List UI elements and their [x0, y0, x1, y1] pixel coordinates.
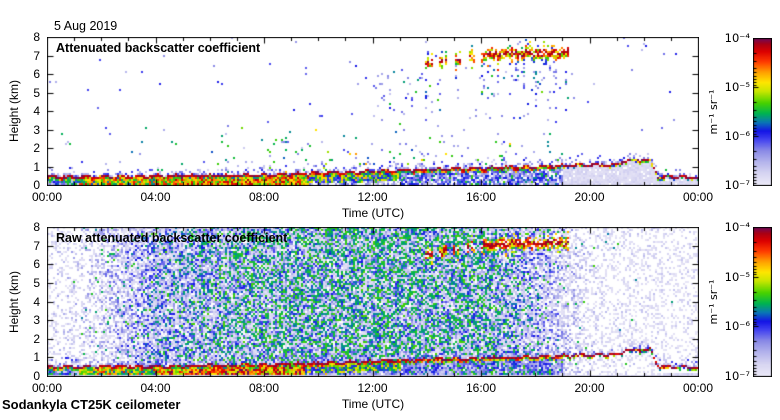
colorbar-tick-label: 10⁻⁴ — [724, 220, 750, 234]
instrument-label: Sodankyla CT25K ceilometer — [2, 397, 181, 412]
x-tick-label: 12:00 — [357, 190, 388, 204]
date-label: 5 Aug 2019 — [54, 19, 118, 33]
y-tick-label: 3 — [33, 313, 40, 328]
y-tick-label: 2 — [33, 331, 40, 346]
x-tick-label: 12:00 — [357, 381, 388, 395]
y-tick-label: 4 — [33, 104, 40, 118]
colorbar-bottom — [753, 227, 772, 377]
y-tick-label: 1 — [33, 350, 40, 365]
x-tick-label: 00:00 — [31, 381, 63, 395]
colorbar-tick-label: 10⁻⁴ — [724, 31, 750, 45]
x-tick-label: 08:00 — [248, 381, 280, 395]
y-tick-label: 5 — [33, 85, 40, 100]
y-tick-label: 3 — [33, 122, 40, 137]
colorbar-tick-label: 10⁻⁵ — [724, 80, 750, 94]
y-axis-label-top: Height (km) — [7, 80, 21, 143]
x-tick-label: 00:00 — [682, 381, 714, 395]
panel-title-attenuated: Attenuated backscatter coefficient — [56, 41, 261, 55]
colorbar-tick-label: 10⁻⁶ — [724, 129, 750, 143]
attenuated-backscatter-heatmap — [47, 37, 699, 186]
y-tick-label: 0 — [33, 178, 40, 192]
x-tick-label: 04:00 — [140, 190, 171, 204]
colorbar-top — [753, 38, 772, 186]
panel-title-raw: Raw attenuated backscatter coefficient — [56, 231, 288, 245]
x-tick-label: 20:00 — [574, 381, 605, 395]
x-tick-label: 08:00 — [248, 190, 280, 204]
colorbar-tick-label: 10⁻⁶ — [724, 319, 750, 334]
x-tick-label: 20:00 — [574, 190, 605, 204]
y-tick-label: 8 — [33, 30, 40, 44]
x-axis-label-top: Time (UTC) — [341, 206, 405, 220]
colorbar-tick-label: 10⁻⁷ — [724, 369, 750, 383]
y-tick-label: 1 — [33, 159, 40, 174]
raw-attenuated-backscatter-heatmap — [47, 227, 699, 377]
x-tick-label: 16:00 — [465, 381, 497, 395]
y-tick-label: 7 — [33, 48, 40, 63]
x-tick-label: 16:00 — [465, 190, 497, 204]
y-tick-label: 5 — [33, 275, 40, 290]
colorbar-units-bottom: m⁻¹ sr⁻¹ — [707, 279, 720, 325]
y-tick-label: 4 — [33, 294, 40, 309]
colorbar-tick-label: 10⁻⁵ — [724, 269, 750, 284]
x-axis-label-bottom: Time (UTC) — [341, 397, 405, 411]
y-tick-label: 7 — [33, 238, 40, 253]
y-tick-label: 0 — [33, 369, 40, 383]
y-tick-label: 6 — [33, 67, 40, 81]
colorbar-units-top: m⁻¹ sr⁻¹ — [707, 89, 720, 135]
x-tick-label: 00:00 — [682, 190, 714, 204]
colorbar-tick-label: 10⁻⁷ — [724, 178, 750, 192]
y-tick-label: 6 — [33, 257, 40, 272]
y-axis-label-bottom: Height (km) — [7, 271, 21, 334]
x-tick-label: 04:00 — [140, 381, 171, 395]
y-tick-label: 8 — [33, 220, 40, 234]
x-tick-label: 00:00 — [31, 190, 63, 204]
y-tick-label: 2 — [33, 141, 40, 155]
